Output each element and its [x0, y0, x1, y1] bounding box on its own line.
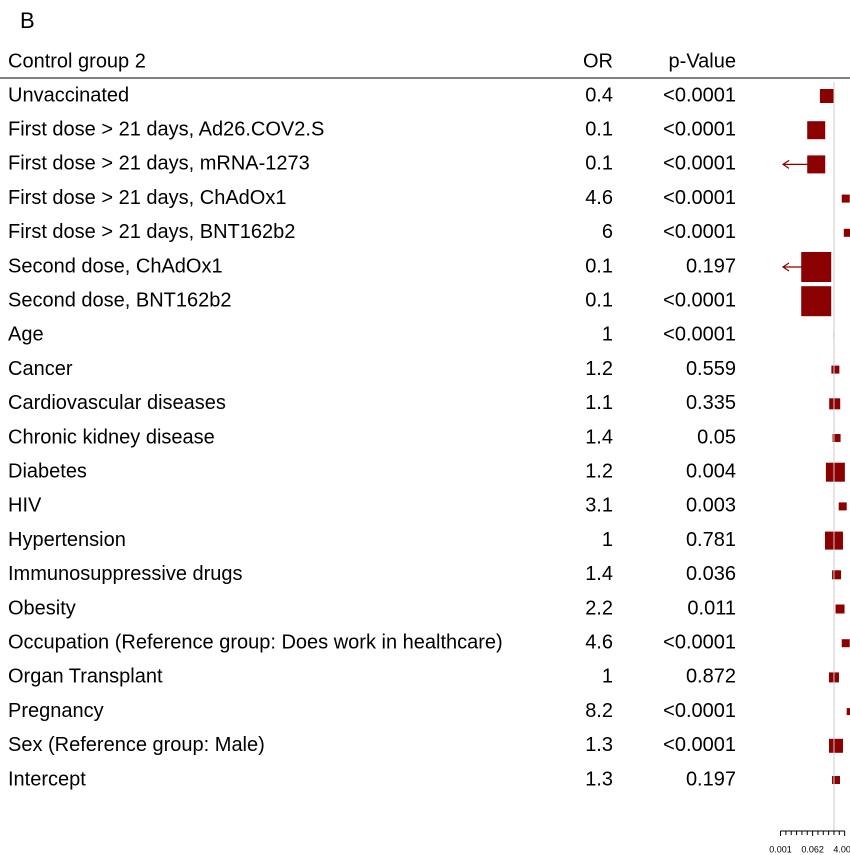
- estimate-box: [843, 228, 850, 237]
- p-value: 0.036: [686, 563, 736, 585]
- p-value: 0.05: [697, 426, 736, 448]
- p-value: <0.0001: [663, 84, 736, 106]
- estimate-box: [825, 462, 845, 482]
- row-label: Intercept: [8, 768, 86, 790]
- p-value: 0.872: [686, 666, 736, 688]
- row-label: Diabetes: [8, 460, 87, 482]
- or-value: 3.1: [585, 495, 613, 517]
- p-value: <0.0001: [663, 324, 736, 346]
- or-value: 2.2: [585, 597, 613, 619]
- x-tick-label: 0.062: [801, 844, 824, 854]
- estimate-box: [838, 502, 847, 511]
- plot-area: [781, 89, 850, 784]
- p-value: 0.003: [686, 495, 736, 517]
- p-value: 0.335: [686, 392, 736, 414]
- or-value: 1.4: [585, 426, 613, 448]
- row-label: Obesity: [8, 597, 76, 619]
- or-value: 8.2: [585, 700, 613, 722]
- estimate-box: [841, 194, 850, 203]
- or-value: 1: [602, 529, 613, 551]
- p-value: 0.197: [686, 255, 736, 277]
- row-label: First dose > 21 days, BNT162b2: [8, 221, 295, 243]
- estimate-box: [832, 434, 841, 442]
- estimate-box: [801, 252, 832, 282]
- or-value: 4.6: [585, 631, 613, 653]
- or-value: 1: [602, 324, 613, 346]
- panel-title: B: [20, 8, 35, 33]
- row-label: Second dose, ChAdOx1: [8, 255, 223, 277]
- estimate-box: [846, 708, 850, 716]
- p-value: <0.0001: [663, 700, 736, 722]
- or-value: 1.3: [585, 768, 613, 790]
- row-label: HIV: [8, 495, 42, 517]
- ci-arrow: [781, 159, 790, 169]
- or-value: 1.3: [585, 734, 613, 756]
- estimate-box: [819, 89, 834, 103]
- p-value: 0.197: [686, 768, 736, 790]
- p-value: 0.559: [686, 358, 736, 380]
- p-value: <0.0001: [663, 734, 736, 756]
- estimate-box: [832, 570, 842, 580]
- estimate-box: [807, 121, 826, 140]
- or-value: 4.6: [585, 187, 613, 209]
- row-label: Hypertension: [8, 529, 126, 551]
- p-value: <0.0001: [663, 187, 736, 209]
- estimate-box: [801, 286, 832, 317]
- p-value: <0.0001: [663, 118, 736, 140]
- estimate-box: [828, 738, 843, 753]
- row-label: Second dose, BNT162b2: [8, 289, 232, 311]
- p-value: <0.0001: [663, 153, 736, 175]
- estimate-box: [831, 776, 840, 784]
- row-label: First dose > 21 days, mRNA-1273: [8, 153, 310, 175]
- row-label: Occupation (Reference group: Does work i…: [8, 631, 503, 653]
- row-label: Chronic kidney disease: [8, 426, 215, 448]
- or-value: 1: [602, 666, 613, 688]
- or-value: 1.1: [585, 392, 613, 414]
- or-value: 0.1: [585, 153, 613, 175]
- row-label: Pregnancy: [8, 700, 104, 722]
- p-value: 0.781: [686, 529, 736, 551]
- or-value: 0.1: [585, 255, 613, 277]
- row-label: Immunosuppressive drugs: [8, 563, 243, 585]
- ci-arrow: [781, 262, 790, 272]
- or-header: OR: [583, 50, 613, 72]
- estimate-box: [835, 604, 845, 614]
- or-value: 0.1: [585, 289, 613, 311]
- or-value: 6: [602, 221, 613, 243]
- row-label: First dose > 21 days, Ad26.COV2.S: [8, 118, 324, 140]
- p-value: <0.0001: [663, 289, 736, 311]
- row-label: Organ Transplant: [8, 666, 163, 688]
- or-value: 1.2: [585, 358, 613, 380]
- row-label: Age: [8, 324, 44, 346]
- p-header: p-Value: [669, 50, 736, 72]
- row-label: Cardiovascular diseases: [8, 392, 226, 414]
- estimate-box: [831, 365, 840, 374]
- row-label: Sex (Reference group: Male): [8, 734, 265, 756]
- or-value: 0.4: [585, 84, 613, 106]
- row-label: Cancer: [8, 358, 73, 380]
- estimate-box: [807, 155, 826, 174]
- estimate-box: [829, 398, 841, 410]
- x-tick-label: 4.000: [833, 844, 850, 854]
- label-header: Control group 2: [8, 50, 146, 72]
- p-value: 0.011: [687, 597, 736, 619]
- or-value: 1.2: [585, 460, 613, 482]
- p-value: <0.0001: [663, 221, 736, 243]
- p-value: <0.0001: [663, 631, 736, 653]
- p-value: 0.004: [686, 460, 736, 482]
- or-value: 0.1: [585, 118, 613, 140]
- estimate-box: [841, 639, 850, 648]
- row-label: First dose > 21 days, ChAdOx1: [8, 187, 286, 209]
- row-label: Unvaccinated: [8, 84, 129, 106]
- or-value: 1.4: [585, 563, 613, 585]
- x-tick-label: 0.001: [769, 844, 792, 854]
